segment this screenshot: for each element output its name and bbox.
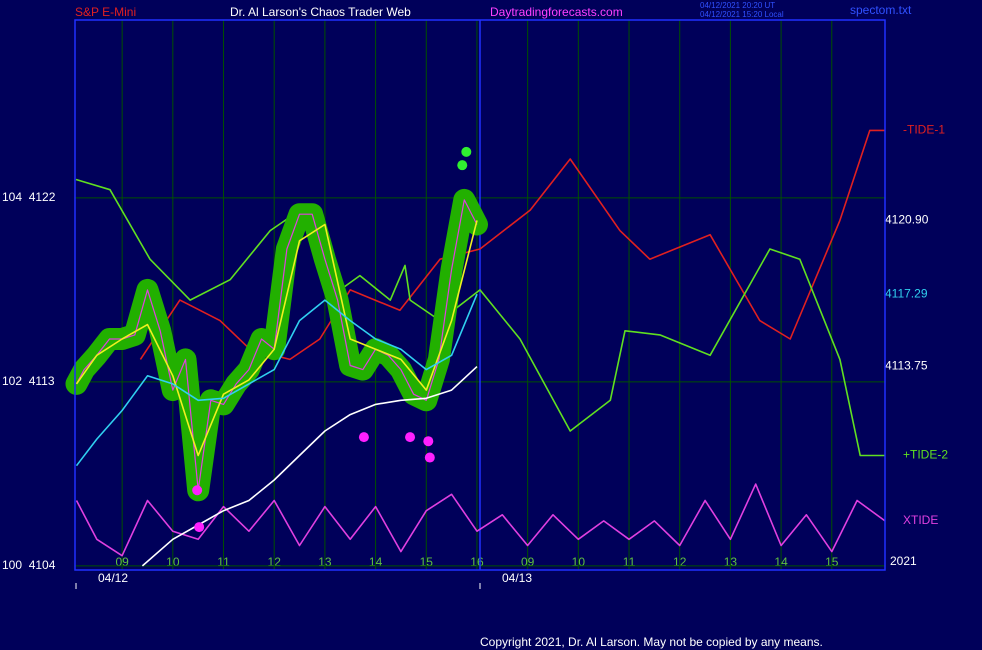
x-tick-label: 13 xyxy=(318,555,332,569)
plot-area: 09 10 11 12 13 14 15 16 09 10 11 12 13 14 15 100 4104 10… xyxy=(2,20,948,589)
turn-marker xyxy=(194,522,205,533)
timestamp-ut: 04/12/2021 20:20 UT xyxy=(700,1,775,10)
x-tick-label: 14 xyxy=(369,555,383,569)
x-tick-label: 16 xyxy=(470,555,484,569)
series-line xyxy=(141,366,478,567)
date-label: 04/13 xyxy=(502,571,532,585)
y-tick-label: 102 4113 xyxy=(2,374,55,388)
turn-marker xyxy=(423,436,434,447)
x-tick-label: 14 xyxy=(774,555,788,569)
turn-marker xyxy=(457,160,468,171)
legend-label: XTIDE xyxy=(903,513,938,527)
site-url: Daytradingforecasts.com xyxy=(490,5,623,19)
plot-frame xyxy=(74,19,886,571)
x-tick-label: 11 xyxy=(217,555,230,569)
x-tick-label: 10 xyxy=(166,555,180,569)
site-title: Dr. Al Larson's Chaos Trader Web xyxy=(230,5,411,19)
x-tick-label: 15 xyxy=(420,555,434,569)
end-value-label: 4117.29 xyxy=(885,286,928,300)
series-line xyxy=(75,220,478,457)
x-tick-label: 09 xyxy=(115,555,129,569)
turn-marker xyxy=(461,146,472,157)
legend-label: +TIDE-2 xyxy=(903,448,948,462)
x-tick-label: 15 xyxy=(825,555,839,569)
x-tick-label: 13 xyxy=(724,555,738,569)
legend-label: -TIDE-1 xyxy=(903,123,945,137)
y-tick-label: 100 4104 xyxy=(2,558,56,572)
year-label: 2021 xyxy=(890,554,917,568)
end-value-label: 4120.90 xyxy=(885,213,929,227)
y-tick-label: 104 4122 xyxy=(2,190,56,204)
file-name: spectom.txt xyxy=(850,3,912,17)
date-label: 04/12 xyxy=(98,571,128,585)
x-tick-label: 09 xyxy=(521,555,535,569)
turn-marker xyxy=(358,432,369,443)
x-tick-label: 12 xyxy=(268,555,282,569)
x-tick-label: 11 xyxy=(623,555,636,569)
x-tick-label: 10 xyxy=(572,555,586,569)
turn-marker xyxy=(424,452,435,463)
series-line xyxy=(75,293,478,467)
series-line xyxy=(75,483,886,557)
turn-marker xyxy=(405,432,416,443)
copyright: Copyright 2021, Dr. Al Larson. May not b… xyxy=(480,635,823,649)
timestamp-local: 04/12/2021 15:20 Local xyxy=(700,10,784,19)
symbol: S&P E-Mini xyxy=(75,5,136,19)
x-tick-label: 12 xyxy=(673,555,687,569)
turn-marker xyxy=(192,485,203,496)
end-value-label: 4113.75 xyxy=(885,359,928,373)
